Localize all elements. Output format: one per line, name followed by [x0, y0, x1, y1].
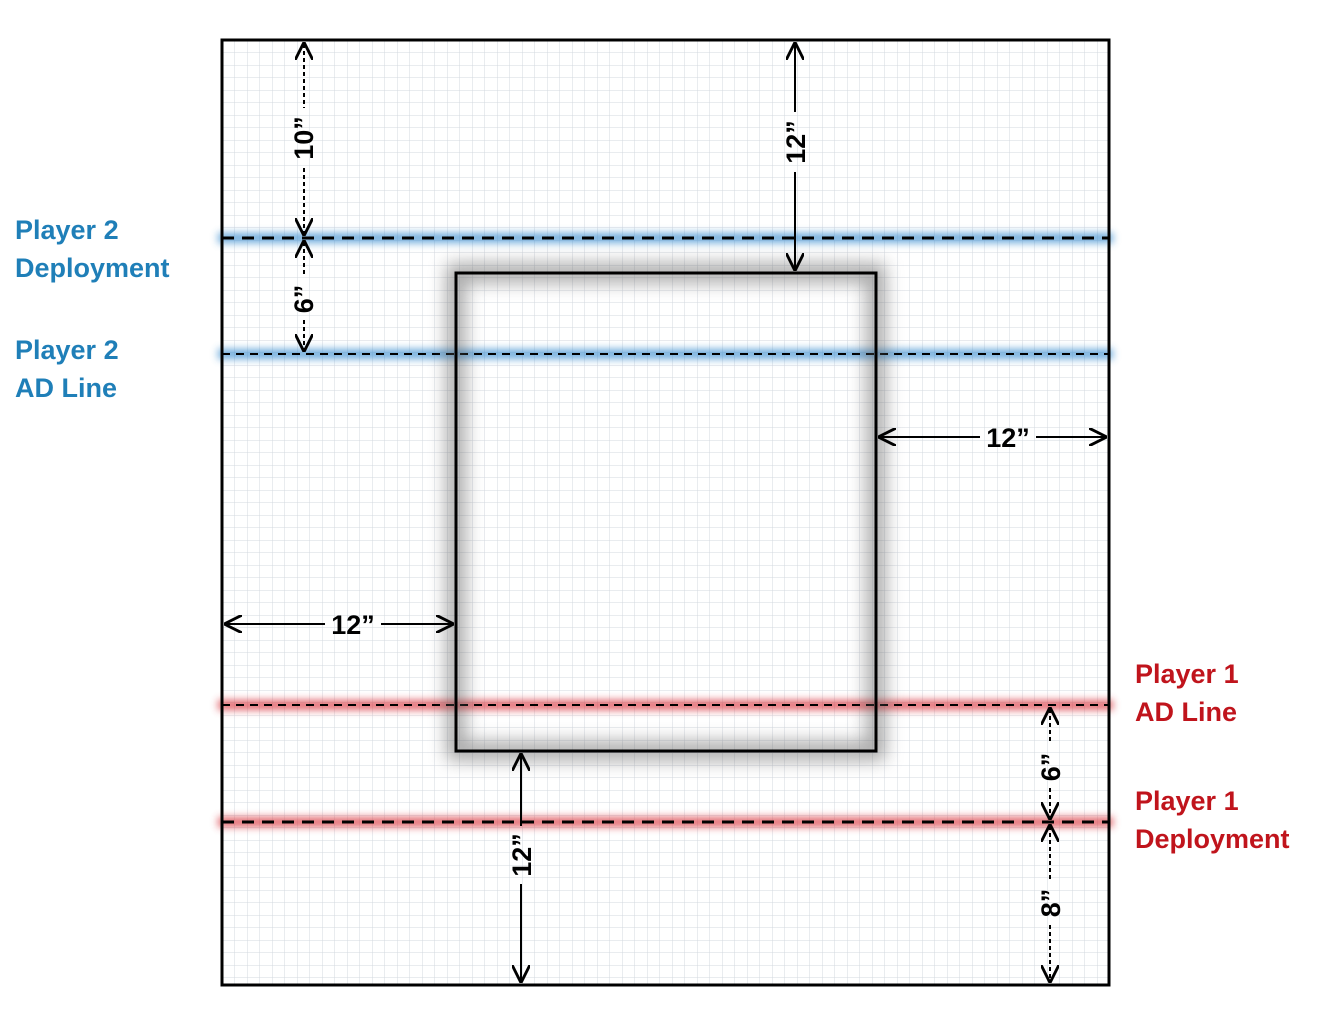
dim-p1-deployment-to-bottom: 8” — [1036, 826, 1066, 981]
central-zone-border — [454, 271, 878, 753]
label-player2-ad-line-line2: AD Line — [15, 373, 118, 403]
player2-lines — [218, 233, 1113, 359]
dim-label-central-zone-to-right: 12” — [986, 423, 1030, 453]
board-grid — [222, 40, 1109, 985]
dim-left-to-central-zone: 12” — [226, 610, 452, 640]
label-player1-deployment-line1: Player 1 — [1135, 786, 1239, 816]
dim-label-p1-deployment-to-bottom: 8” — [1036, 889, 1066, 918]
label-player1-deployment-line2: Deployment — [1135, 824, 1290, 854]
label-player1-ad-line-line1: Player 1 — [1135, 659, 1239, 689]
label-player2-deployment-line1: Player 2 — [15, 215, 119, 245]
dim-central-zone-to-right: 12” — [880, 423, 1105, 453]
label-player2-ad-line: Player 2 AD Line — [15, 331, 119, 407]
dim-label-p2-deployment-to-ad: 6” — [289, 285, 319, 314]
dim-p1-ad-to-deployment: 6” — [1036, 709, 1066, 818]
player1-lines — [218, 700, 1113, 827]
dim-label-left-to-central-zone: 12” — [331, 610, 375, 640]
dim-label-top-to-p2-deployment: 10” — [289, 116, 319, 160]
label-player1-ad-line-line2: AD Line — [1135, 697, 1238, 727]
dim-central-zone-to-bottom: 12” — [507, 755, 537, 981]
dim-top-to-p2-deployment: 10” — [289, 44, 319, 234]
dim-p2-deployment-to-ad: 6” — [289, 242, 319, 350]
dim-label-p1-ad-to-deployment: 6” — [1036, 753, 1066, 782]
central-zone — [447, 264, 885, 760]
dim-top-to-central-zone: 12” — [781, 44, 811, 269]
label-player1-deployment: Player 1 Deployment — [1135, 782, 1290, 858]
label-player2-ad-line-line1: Player 2 — [15, 335, 119, 365]
player1-ad-line-glow — [218, 700, 1113, 710]
player2-ad-line-glow — [218, 349, 1113, 359]
board-border — [220, 38, 1111, 987]
dim-label-top-to-central-zone: 12” — [781, 120, 811, 164]
label-player2-deployment: Player 2 Deployment — [15, 211, 170, 287]
label-player1-ad-line: Player 1 AD Line — [1135, 655, 1239, 731]
label-player2-deployment-line2: Deployment — [15, 253, 170, 283]
dim-label-central-zone-to-bottom: 12” — [507, 833, 537, 877]
